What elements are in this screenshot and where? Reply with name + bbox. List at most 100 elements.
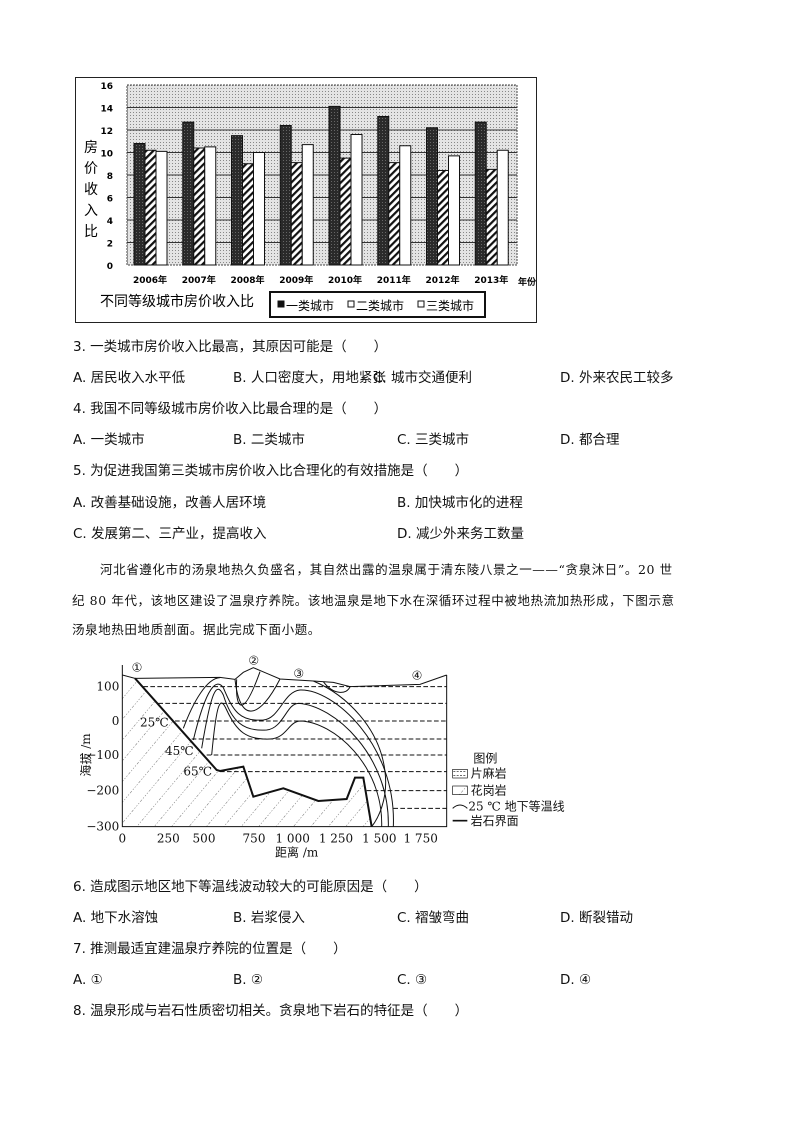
bar-hatched-2013年 — [485, 168, 498, 266]
geothermal-cross-section-diagram: ① ② ③ ④ 25℃ 45℃ 65℃ 100 0 −100 −200 −300… — [80, 653, 565, 860]
q5-option-c[interactable]: C. 发展第二、三产业，提高收入 — [73, 526, 267, 542]
x-axis-label: 年份 — [518, 276, 537, 288]
bar-dark-2013年 — [474, 121, 487, 266]
q4-option-a[interactable]: A. 一类城市 — [73, 432, 145, 448]
bar-white-2008年 — [253, 152, 265, 266]
x-tick: 0 — [119, 831, 127, 845]
diagram-x-label: 距离 /m — [275, 845, 319, 860]
q4-option-d[interactable]: D. 都合理 — [560, 432, 620, 448]
site-2-label: ② — [248, 653, 259, 667]
x-tick: 500 — [193, 831, 216, 845]
q6-option-d[interactable]: D. 断裂错动 — [560, 910, 633, 926]
legend-label: 一类城市 — [286, 298, 334, 313]
legend-gneiss: 片麻岩 — [471, 766, 507, 781]
diagram-axes — [121, 665, 448, 828]
x-tick-label: 2013年 — [474, 274, 508, 286]
q7-option-c[interactable]: C. ③ — [397, 972, 428, 988]
bar-white-2012年 — [448, 155, 460, 266]
bar-hatched-2012年 — [437, 170, 449, 266]
y-tick-label: 6 — [107, 195, 113, 205]
site-3-label: ③ — [293, 667, 304, 681]
y-tick: 100 — [96, 680, 119, 694]
q3-option-b[interactable]: B. 人口密度大，用地紧张 — [233, 370, 386, 386]
question-4: 4. 我国不同等级城市房价收入比最合理的是（ ） — [73, 401, 388, 417]
bar-hatched-2006年 — [144, 149, 157, 266]
x-tick: 250 — [157, 831, 180, 845]
bar-dark-2011年 — [377, 116, 390, 266]
x-tick-label: 2012年 — [425, 274, 459, 286]
bar-dark-2012年 — [426, 127, 438, 266]
y-tick-label: 2 — [107, 240, 113, 250]
q7-option-b[interactable]: B. ② — [233, 972, 263, 988]
y-tick-label: 10 — [100, 150, 113, 160]
y-axis-label-char: 比 — [84, 224, 98, 240]
x-tick: 1 000 — [275, 831, 309, 845]
q4-option-c[interactable]: C. 三类城市 — [397, 432, 470, 448]
bar-white-2006年 — [155, 150, 168, 266]
passage-line-2: 纪 80 年代，该地区建设了温泉疗养院。该地温泉是地下水在深循环过程中被地热流加… — [72, 593, 675, 608]
question-7: 7. 推测最适宜建温泉疗养院的位置是（ ） — [73, 941, 347, 957]
granite-region — [122, 678, 372, 827]
legend-interface: 岩石界面 — [471, 813, 519, 828]
x-tick: 750 — [243, 831, 266, 845]
q5-option-b[interactable]: B. 加快城市化的进程 — [397, 495, 523, 511]
y-axis-label-char: 房 — [84, 140, 98, 156]
y-tick-label: 0 — [107, 262, 113, 272]
y-axis-label-char: 入 — [84, 203, 98, 219]
legend-label: 三类城市 — [426, 298, 474, 313]
legend-granite: 花岗岩 — [471, 783, 507, 798]
isotherm-label-65: 65℃ — [183, 765, 212, 779]
q5-option-a[interactable]: A. 改善基础设施，改善人居环境 — [73, 495, 267, 511]
question-8: 8. 温泉形成与岩石性质密切相关。贪泉地下岩石的特征是（ ） — [73, 1003, 469, 1019]
y-tick-label: 14 — [100, 105, 113, 115]
isotherm-label-25: 25℃ — [140, 716, 169, 730]
q4-option-b[interactable]: B. 二类城市 — [233, 432, 305, 448]
bar-white-2009年 — [301, 144, 314, 266]
rock-interface — [134, 677, 373, 827]
q3-option-d[interactable]: D. 外来农民工较多 — [560, 370, 674, 386]
legend-swatch — [347, 300, 355, 308]
q6-option-c[interactable]: C. 褶皱弯曲 — [397, 910, 470, 926]
x-tick: 1 250 — [319, 831, 353, 845]
y-tick-label: 8 — [107, 172, 113, 182]
x-tick-label: 2011年 — [377, 274, 411, 286]
x-tick-label: 2010年 — [328, 274, 362, 286]
gneiss-swatch — [452, 769, 468, 779]
x-tick-label: 2007年 — [182, 274, 216, 286]
x-tick-label: 2009年 — [279, 274, 313, 286]
x-tick-label: 2006年 — [133, 274, 167, 286]
q5-option-d[interactable]: D. 减少外来务工数量 — [397, 526, 524, 542]
diagram-y-label: 海拔 /m — [80, 733, 93, 777]
bar-white-2011年 — [399, 145, 412, 266]
question-6: 6. 造成图示地区地下等温线波动较大的可能原因是（ ） — [73, 879, 428, 895]
bar-hatched-2011年 — [388, 162, 401, 266]
site-4-label: ④ — [412, 669, 423, 683]
y-axis-label-char: 价 — [84, 161, 98, 177]
x-tick: 1 750 — [403, 831, 437, 845]
q7-option-a[interactable]: A. ① — [73, 972, 103, 988]
q3-option-a[interactable]: A. 居民收入水平低 — [73, 370, 186, 386]
bar-white-2013年 — [496, 149, 509, 266]
y-tick-label: 4 — [107, 217, 113, 227]
q6-option-b[interactable]: B. 岩浆侵入 — [233, 910, 305, 926]
q6-option-a[interactable]: A. 地下水溶蚀 — [73, 910, 159, 926]
chart-title: 不同等级城市房价收入比 — [100, 293, 254, 310]
q7-option-d[interactable]: D. ④ — [560, 972, 592, 988]
y-tick: −100 — [86, 748, 119, 762]
y-axis-label-char: 收 — [84, 182, 98, 198]
y-tick-label: 12 — [100, 127, 113, 137]
legend-title: 图例 — [473, 751, 497, 765]
chart-legend — [269, 291, 486, 318]
ground-surface — [122, 667, 447, 688]
y-axis-label: 房价收入比 — [84, 140, 98, 240]
x-tick-label: 2008年 — [230, 274, 264, 286]
bar-dark-2009年 — [279, 125, 292, 266]
legend-label: 二类城市 — [356, 298, 404, 313]
bar-dark-2007年 — [182, 121, 195, 266]
bar-hatched-2007年 — [193, 147, 206, 266]
bar-hatched-2009年 — [290, 162, 303, 266]
isotherm-lines — [182, 671, 394, 827]
q3-option-c[interactable]: C. 城市交通便利 — [373, 370, 473, 386]
y-tick: 0 — [112, 714, 120, 728]
